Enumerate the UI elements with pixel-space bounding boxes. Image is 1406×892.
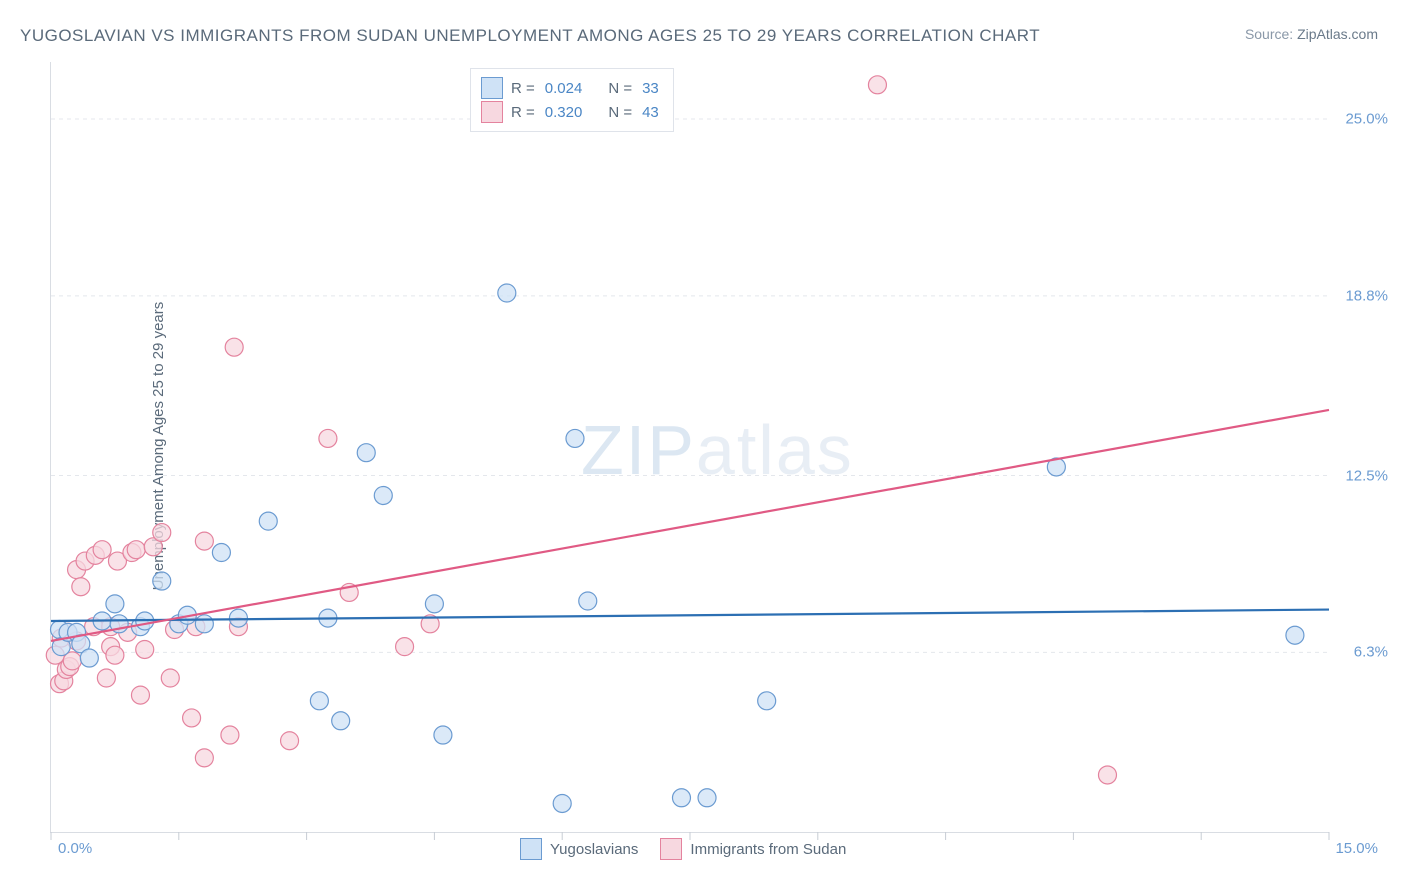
y-tick-label: 25.0%: [1345, 111, 1388, 128]
legend-series: Yugoslavians Immigrants from Sudan: [520, 838, 846, 860]
legend-item: Yugoslavians: [520, 838, 638, 860]
swatch-icon: [481, 101, 503, 123]
legend-n-value: 33: [642, 80, 659, 97]
source-attribution: Source: ZipAtlas.com: [1245, 26, 1378, 42]
legend-n-value: 43: [642, 104, 659, 121]
legend-r-value: 0.024: [545, 80, 583, 97]
legend-n-label: N =: [608, 104, 632, 121]
source-label: Source:: [1245, 26, 1293, 42]
swatch-icon: [481, 77, 503, 99]
swatch-icon: [520, 838, 542, 860]
y-tick-label: 18.8%: [1345, 287, 1388, 304]
source-value: ZipAtlas.com: [1297, 26, 1378, 42]
x-tick-min: 0.0%: [58, 840, 92, 857]
plot-area: ZIPatlas: [50, 62, 1329, 833]
legend-row: R = 0.024 N = 33: [481, 77, 663, 99]
y-tick-label: 6.3%: [1354, 644, 1388, 661]
x-tick-max: 15.0%: [1335, 840, 1378, 857]
legend-n-label: N =: [608, 80, 632, 97]
legend-label: Immigrants from Sudan: [690, 841, 846, 858]
swatch-icon: [660, 838, 682, 860]
legend-correlation: R = 0.024 N = 33 R = 0.320 N = 43: [470, 68, 674, 132]
legend-r-label: R =: [511, 80, 535, 97]
scatter-svg: [51, 62, 1329, 832]
chart-title: YUGOSLAVIAN VS IMMIGRANTS FROM SUDAN UNE…: [20, 26, 1040, 46]
legend-item: Immigrants from Sudan: [660, 838, 846, 860]
legend-row: R = 0.320 N = 43: [481, 101, 663, 123]
legend-label: Yugoslavians: [550, 841, 638, 858]
legend-r-label: R =: [511, 104, 535, 121]
y-tick-label: 12.5%: [1345, 467, 1388, 484]
legend-r-value: 0.320: [545, 104, 583, 121]
